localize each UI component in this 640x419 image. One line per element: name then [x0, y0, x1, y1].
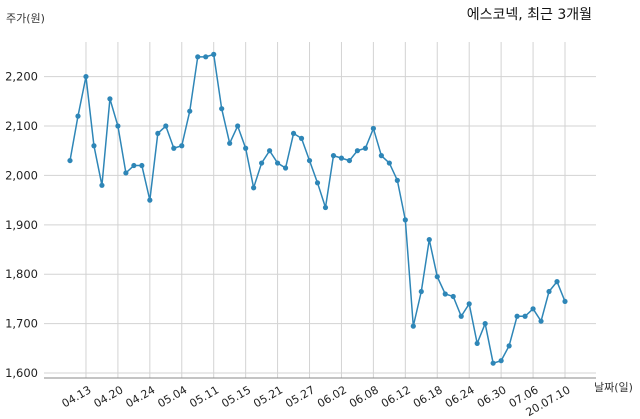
- data-point: [274, 160, 281, 166]
- x-tick-label: 06.18: [411, 383, 445, 410]
- data-point: [410, 323, 416, 329]
- data-point: [266, 148, 273, 154]
- data-point: [402, 217, 408, 223]
- data-point: [370, 125, 376, 132]
- data-point: [490, 360, 496, 366]
- data-point: [306, 157, 313, 164]
- x-axis-label: 날짜(일): [594, 380, 633, 394]
- x-tick-label: 05.11: [187, 383, 221, 410]
- data-point: [314, 180, 321, 186]
- data-point: [91, 143, 97, 149]
- data-point: [546, 288, 552, 295]
- x-tick-label: 06.30: [475, 383, 509, 410]
- data-point: [211, 51, 217, 57]
- data-point: [466, 301, 472, 307]
- y-tick-label: 2,200: [5, 70, 38, 84]
- data-point: [538, 318, 544, 324]
- data-point: [338, 155, 345, 161]
- data-point: [251, 185, 257, 191]
- y-tick-label: 2,100: [5, 119, 38, 133]
- data-point: [346, 157, 353, 164]
- y-tick-label: 1,800: [5, 267, 38, 281]
- data-point: [322, 204, 329, 211]
- x-tick-label: 06.24: [443, 383, 477, 410]
- data-point: [75, 113, 81, 119]
- data-point: [115, 123, 121, 129]
- x-tick-label: 04.20: [92, 383, 126, 410]
- grid-layer: [44, 42, 596, 378]
- x-tick-label: 05.15: [219, 383, 253, 410]
- data-point: [530, 306, 536, 312]
- x-tick-label: 05.04: [155, 383, 189, 410]
- data-point: [259, 160, 265, 166]
- data-point: [394, 177, 400, 183]
- data-point: [330, 153, 337, 159]
- x-tick-label: 04.24: [124, 383, 158, 410]
- price-series-line: [69, 53, 566, 365]
- y-tick-label: 1,700: [5, 317, 38, 331]
- data-point: [155, 130, 161, 137]
- data-point: [298, 135, 305, 141]
- y-tick-label: 1,600: [5, 366, 38, 380]
- x-tick-label: 05.21: [251, 383, 285, 410]
- data-point: [442, 291, 448, 297]
- data-point: [99, 182, 105, 188]
- data-point: [506, 343, 512, 349]
- data-point: [554, 279, 560, 285]
- data-point: [179, 143, 185, 149]
- data-point: [171, 145, 177, 151]
- data-point: [450, 293, 456, 300]
- data-point: [290, 130, 297, 137]
- data-point: [243, 145, 249, 151]
- data-point: [195, 54, 201, 60]
- y-tick-label: 1,900: [5, 218, 38, 232]
- data-point: [562, 298, 568, 305]
- data-point: [386, 160, 392, 166]
- chart-title: 에스코넥, 최근 3개월: [467, 7, 592, 23]
- data-point: [426, 237, 432, 243]
- data-point: [474, 340, 480, 347]
- data-point: [163, 123, 169, 129]
- x-tick-label: 05.27: [283, 383, 317, 410]
- data-point: [235, 123, 241, 129]
- y-tick-label: 2,000: [5, 168, 38, 182]
- data-point: [147, 197, 153, 203]
- data-point: [354, 148, 361, 154]
- data-point: [434, 274, 440, 280]
- x-tick-label: 06.08: [347, 383, 381, 410]
- data-point: [67, 157, 73, 164]
- data-point: [227, 140, 233, 146]
- data-point: [123, 170, 129, 176]
- data-point: [203, 54, 209, 60]
- data-point: [458, 313, 464, 319]
- data-point: [362, 145, 369, 151]
- data-point: [378, 153, 384, 159]
- y-axis-label: 주가(원): [6, 12, 45, 25]
- axis-layer: 1,600 1,700 1,800 1,900 2,000 2,100 2,200 04.13…: [5, 70, 596, 419]
- x-tick-label: 04.13: [60, 383, 94, 410]
- data-point: [514, 313, 520, 319]
- data-point: [418, 288, 424, 295]
- x-tick-label: 06.12: [379, 383, 413, 410]
- data-point: [282, 165, 289, 171]
- data-point: [219, 106, 225, 112]
- data-point: [139, 162, 145, 169]
- data-point: [83, 73, 89, 80]
- series-layer: [67, 51, 568, 366]
- x-tick-label: 06.02: [315, 383, 349, 410]
- data-point: [187, 108, 193, 114]
- data-point: [522, 313, 528, 319]
- data-point: [498, 358, 504, 364]
- data-point: [482, 321, 488, 327]
- label-layer: 에스코넥, 최근 3개월 주가(원) 날짜(일): [6, 7, 633, 394]
- data-point: [107, 96, 113, 102]
- data-point: [131, 162, 137, 169]
